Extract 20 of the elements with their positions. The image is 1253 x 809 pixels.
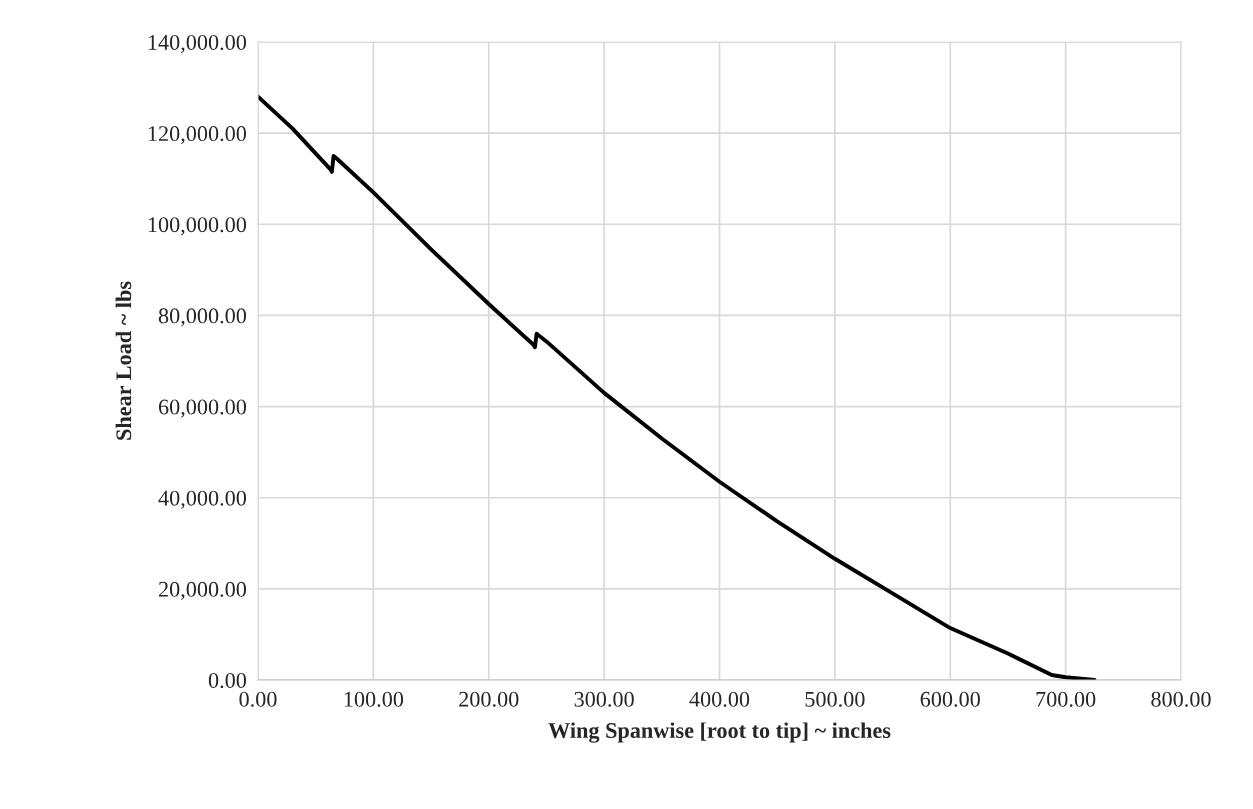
x-tick-label: 800.00 — [1151, 691, 1211, 707]
y-tick-label: 100,000.00 — [148, 217, 247, 236]
line-series — [258, 94, 1097, 680]
y-tick-label: 80,000.00 — [158, 308, 247, 327]
x-tick-label: 500.00 — [805, 691, 865, 707]
y-tick-label: 120,000.00 — [148, 126, 247, 145]
y-tick-label: 40,000.00 — [158, 490, 247, 509]
y-tick-label: 140,000.00 — [148, 34, 247, 54]
y-tick-label: 0.00 — [208, 672, 247, 689]
x-tick-label: 600.00 — [920, 691, 980, 707]
x-tick-label: 700.00 — [1036, 691, 1096, 707]
x-axis-title: Wing Spanwise [root to tip] ~ inches — [548, 722, 891, 743]
x-tick-label: 200.00 — [459, 691, 519, 707]
x-tick-label: 400.00 — [689, 691, 750, 707]
y-tick-label: 20,000.00 — [158, 581, 247, 600]
x-tick-label: 300.00 — [574, 691, 634, 707]
x-tick-label: 100.00 — [344, 691, 404, 707]
x-tick-label: 0.00 — [239, 691, 277, 707]
y-tick-label: 60,000.00 — [158, 399, 247, 418]
y-axis-title: Shear Load ~ lbs — [115, 281, 132, 440]
